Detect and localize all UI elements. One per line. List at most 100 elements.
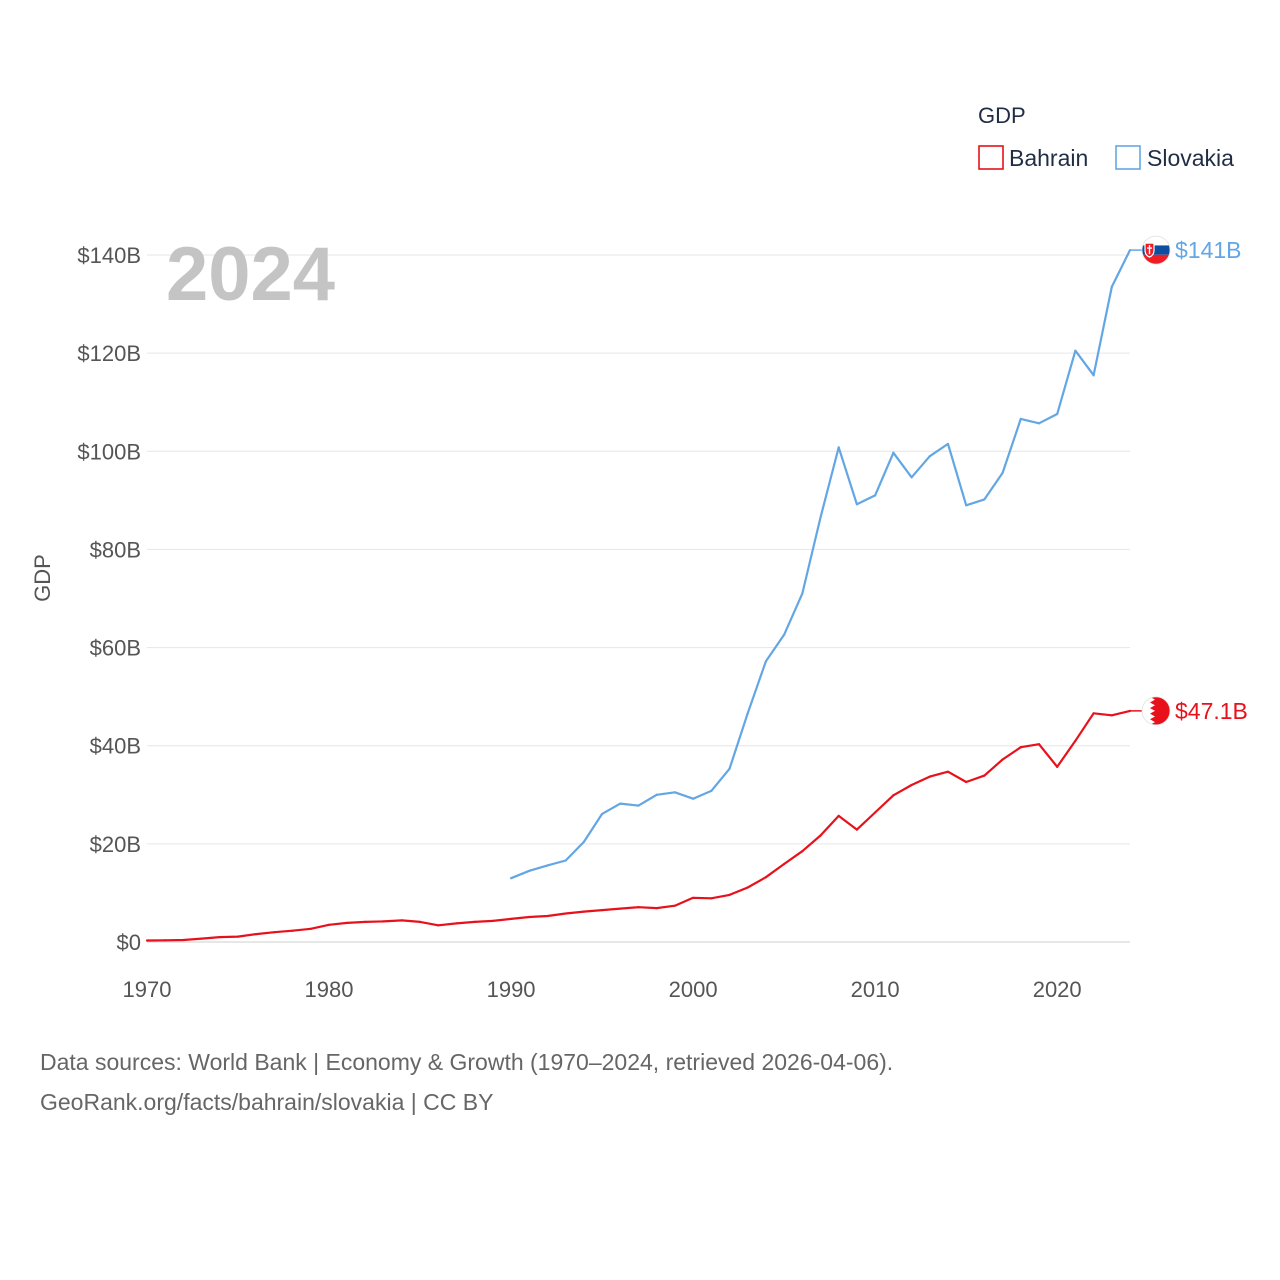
data-point-bahrain bbox=[928, 775, 931, 778]
data-point-slovakia bbox=[946, 442, 950, 446]
data-point-bahrain bbox=[746, 886, 749, 889]
data-point-slovakia bbox=[801, 592, 804, 595]
x-tick-label: 1990 bbox=[487, 977, 536, 1002]
data-point-bahrain bbox=[346, 921, 349, 924]
slovakia-flag-icon bbox=[1141, 235, 1171, 265]
data-point-bahrain bbox=[910, 783, 913, 787]
data-point-slovakia bbox=[855, 503, 859, 506]
data-point-slovakia bbox=[819, 516, 822, 519]
data-point-slovakia bbox=[582, 840, 585, 843]
data-point-bahrain bbox=[692, 896, 695, 899]
data-point-bahrain bbox=[837, 814, 840, 817]
y-tick-label: $0 bbox=[117, 930, 141, 955]
end-value-label-slovakia: $141B bbox=[1175, 237, 1242, 263]
data-point-slovakia bbox=[1037, 422, 1041, 425]
series-line-slovakia bbox=[510, 249, 1131, 880]
year-watermark: 2024 bbox=[166, 232, 335, 317]
data-point-bahrain bbox=[382, 920, 385, 923]
legend-swatch-slovakia bbox=[1115, 145, 1141, 170]
data-point-bahrain bbox=[582, 910, 585, 913]
data-point-bahrain bbox=[437, 924, 440, 927]
data-point-slovakia bbox=[637, 804, 640, 807]
data-point-slovakia bbox=[600, 812, 604, 816]
data-point-slovakia bbox=[892, 451, 895, 454]
y-axis-ticks: $0 $20B $40B $60B $80B $100B $120B $140B bbox=[77, 243, 141, 955]
legend-label-slovakia: Slovakia bbox=[1147, 145, 1234, 171]
data-source-footer: Data sources: World Bank | Economy & Gro… bbox=[40, 1042, 893, 1122]
data-point-bahrain bbox=[1056, 765, 1059, 768]
data-point-slovakia bbox=[764, 660, 768, 663]
legend: GDP Bahrain Slovakia bbox=[978, 103, 1234, 171]
data-point-slovakia bbox=[710, 789, 713, 792]
legend-item-slovakia[interactable]: Slovakia bbox=[1115, 145, 1234, 171]
data-point-slovakia bbox=[1110, 285, 1113, 288]
data-point-bahrain bbox=[1019, 746, 1022, 749]
data-point-slovakia bbox=[528, 869, 531, 872]
data-point-bahrain bbox=[327, 923, 331, 926]
series-end-markers: $47.1B $141B bbox=[1130, 235, 1248, 726]
data-point-bahrain bbox=[309, 927, 312, 930]
data-point-bahrain bbox=[164, 939, 167, 942]
legend-title: GDP bbox=[978, 103, 1026, 128]
data-point-bahrain bbox=[145, 939, 149, 942]
data-point-bahrain bbox=[273, 931, 276, 934]
legend-swatch-bahrain bbox=[978, 145, 1004, 170]
data-point-slovakia bbox=[983, 498, 986, 501]
y-tick-label: $60B bbox=[90, 636, 141, 661]
data-point-bahrain bbox=[983, 774, 986, 777]
data-point-bahrain bbox=[892, 794, 895, 797]
data-point-slovakia bbox=[1019, 417, 1022, 420]
data-point-bahrain bbox=[855, 828, 859, 831]
gdp-line-chart: $0$20B$40B$60B$80B$100B$120B$140B 1970 19… bbox=[30, 103, 1248, 1002]
data-point-bahrain bbox=[291, 929, 294, 932]
data-point-bahrain bbox=[546, 914, 549, 918]
data-point-bahrain bbox=[1092, 712, 1095, 715]
bahrain-flag-icon bbox=[1141, 696, 1171, 726]
legend-item-bahrain[interactable]: Bahrain bbox=[978, 145, 1088, 171]
data-point-bahrain bbox=[783, 862, 786, 866]
data-point-slovakia bbox=[655, 793, 658, 796]
data-point-bahrain bbox=[655, 907, 658, 910]
y-tick-label: $20B bbox=[90, 832, 141, 857]
end-value-label-bahrain: $47.1B bbox=[1175, 698, 1248, 724]
y-tick-label: $40B bbox=[90, 734, 141, 759]
data-point-slovakia bbox=[1056, 412, 1059, 416]
data-point-bahrain bbox=[473, 920, 476, 923]
data-point-slovakia bbox=[910, 476, 913, 479]
data-point-slovakia bbox=[1074, 349, 1077, 352]
data-point-bahrain bbox=[418, 920, 422, 923]
data-point-slovakia bbox=[1092, 374, 1095, 377]
y-tick-label: $100B bbox=[77, 439, 141, 464]
data-point-bahrain bbox=[1110, 714, 1113, 717]
series-lines bbox=[145, 248, 1132, 942]
x-tick-label: 2020 bbox=[1033, 977, 1082, 1002]
data-point-bahrain bbox=[1074, 739, 1077, 742]
data-point-bahrain bbox=[1001, 758, 1004, 761]
data-point-bahrain bbox=[637, 906, 640, 909]
data-point-slovakia bbox=[874, 494, 877, 497]
y-tick-label: $120B bbox=[77, 341, 141, 366]
data-point-slovakia bbox=[564, 859, 567, 862]
data-point-bahrain bbox=[528, 915, 531, 919]
gridlines bbox=[147, 254, 1130, 943]
y-tick-label: $80B bbox=[90, 537, 141, 562]
x-tick-label: 2000 bbox=[669, 977, 718, 1002]
x-tick-label: 2010 bbox=[851, 977, 900, 1002]
y-tick-label: $140B bbox=[77, 243, 141, 268]
x-axis-ticks: 1970 1980 1990 2000 2010 2020 bbox=[123, 977, 1082, 1002]
data-source-text: Data sources: World Bank | Economy & Gro… bbox=[40, 1049, 894, 1075]
legend-label-bahrain: Bahrain bbox=[1009, 145, 1088, 171]
data-point-bahrain bbox=[564, 912, 567, 915]
y-axis-label: GDP bbox=[30, 554, 55, 602]
data-point-slovakia bbox=[783, 633, 786, 636]
data-point-bahrain bbox=[236, 935, 240, 938]
data-point-slovakia bbox=[546, 864, 549, 867]
data-point-slovakia bbox=[619, 802, 622, 805]
data-point-slovakia bbox=[965, 504, 968, 507]
data-point-bahrain bbox=[710, 897, 713, 900]
data-point-slovakia bbox=[837, 446, 840, 449]
data-point-bahrain bbox=[764, 876, 768, 879]
data-point-bahrain bbox=[400, 919, 403, 922]
data-point-slovakia bbox=[928, 455, 931, 458]
data-point-bahrain bbox=[619, 907, 622, 910]
